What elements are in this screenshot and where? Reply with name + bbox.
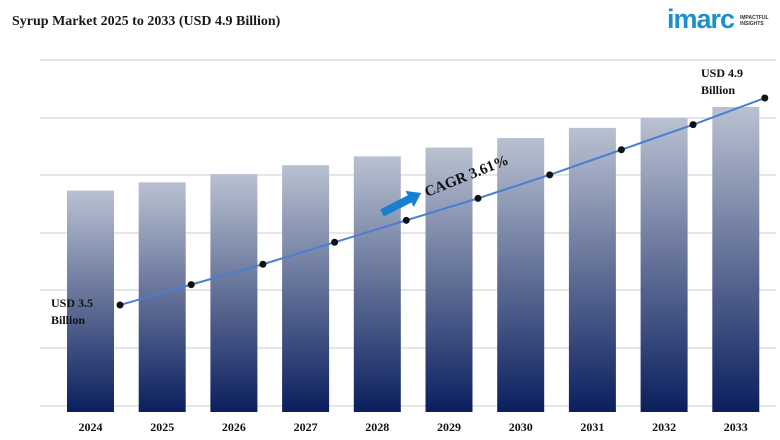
cagr-arrow: [380, 190, 422, 217]
point-2031: [617, 146, 625, 154]
point-2027: [331, 238, 339, 246]
bar-2027: [282, 165, 330, 412]
x-tick-2026: 2026: [222, 420, 246, 434]
bar-2024: [67, 190, 114, 412]
point-2028: [402, 216, 410, 224]
point-2026: [259, 260, 267, 268]
trend-polyline: [119, 97, 766, 306]
start-label-line-2: Billion: [51, 313, 85, 327]
x-tick-2032: 2032: [652, 420, 676, 434]
point-2024: [116, 301, 124, 309]
cagr-arrow-group: [380, 190, 422, 217]
x-tick-2024: 2024: [79, 420, 103, 434]
x-tick-2027: 2027: [294, 420, 318, 434]
bar-2029: [425, 147, 473, 412]
point-2025: [187, 281, 195, 289]
x-tick-2029: 2029: [437, 420, 461, 434]
x-tick-2025: 2025: [150, 420, 174, 434]
start-label-line-1: USD 3.5: [51, 296, 93, 310]
x-tick-2028: 2028: [365, 420, 389, 434]
bar-2028: [353, 156, 401, 412]
point-2030: [546, 171, 554, 179]
chart-title: Syrup Market 2025 to 2033 (USD 4.9 Billi…: [12, 14, 281, 29]
logo-tagline-line-2: INSIGHTS: [740, 21, 764, 27]
bar-2026: [210, 174, 258, 412]
logo-tagline-line-1: IMPACTFUL: [740, 15, 769, 21]
point-2033: [761, 94, 769, 102]
x-tick-2033: 2033: [724, 420, 748, 434]
end-label-line-1: USD 4.9: [701, 66, 743, 80]
bar-2031: [568, 127, 616, 412]
point-2029: [474, 194, 482, 202]
x-tick-2031: 2031: [580, 420, 604, 434]
imarc-logo: imarc IMPACTFUL INSIGHTS: [667, 4, 775, 39]
x-tick-2030: 2030: [509, 420, 533, 434]
bar-2032: [640, 117, 688, 412]
bar-2033: [712, 107, 760, 412]
cagr-arrow-shaft: [380, 194, 413, 217]
point-2032: [689, 121, 697, 129]
bars: [67, 107, 760, 412]
logo-word: imarc: [667, 4, 735, 34]
end-label-line-2: Billion: [701, 83, 735, 97]
cagr-arrow-head: [405, 190, 422, 207]
trend-line: [116, 94, 769, 309]
logo-tagline: IMPACTFUL INSIGHTS: [740, 15, 774, 27]
